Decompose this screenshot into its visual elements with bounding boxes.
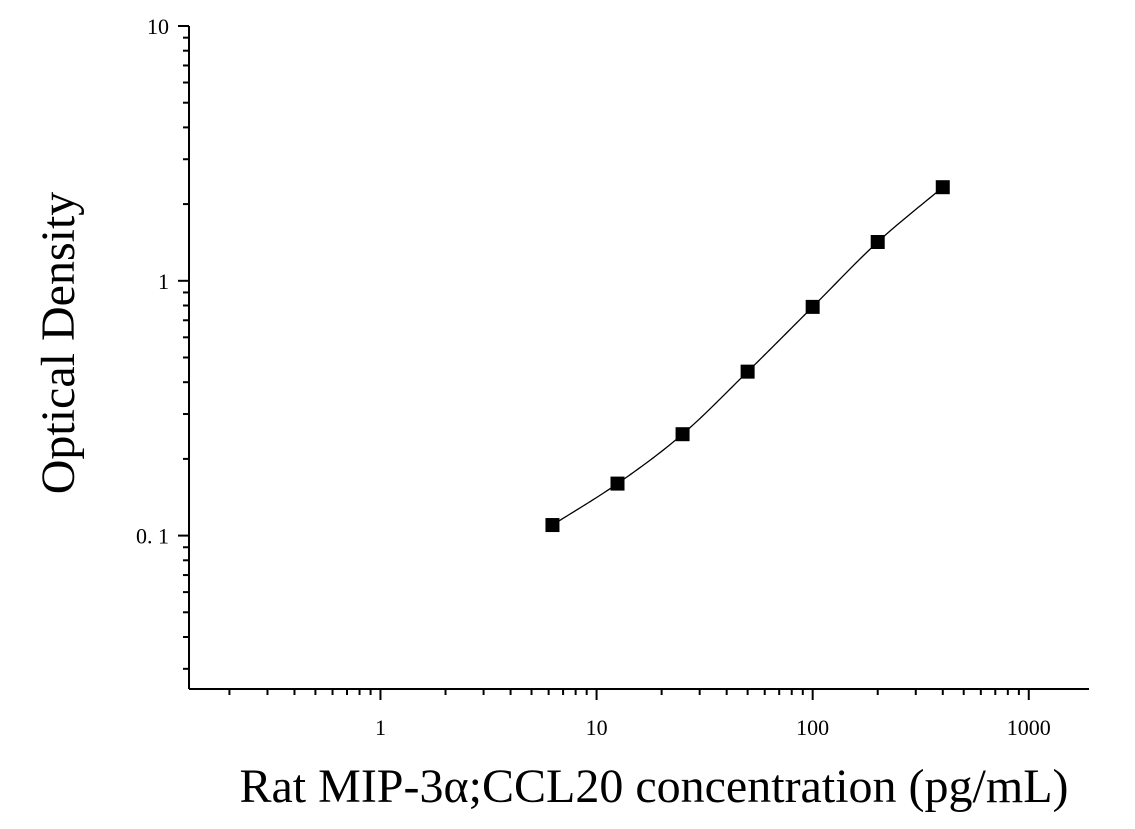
y-tick-label: 0. 1 [136,524,169,549]
x-tick-label: 1 [375,715,386,740]
x-tick-label: 1000 [1007,715,1051,740]
x-axis-title: Rat MIP-3α;CCL20 concentration (pg/mL) [239,760,1068,813]
data-point [610,476,625,491]
data-points-layer [545,180,950,533]
tick-labels-layer: 1 10 100 1000 0. 1 1 10 [136,14,1051,740]
data-point [675,427,690,442]
data-point [935,180,950,195]
y-tick-label: 10 [147,14,169,39]
data-point [870,234,885,249]
axes [178,25,1089,700]
data-point [545,518,560,533]
x-tick-label: 100 [796,715,829,740]
data-point [740,364,755,379]
data-point [805,299,820,314]
y-axis-title: Optical Density [32,192,85,495]
x-tick-label: 10 [586,715,608,740]
y-tick-label: 1 [158,269,169,294]
